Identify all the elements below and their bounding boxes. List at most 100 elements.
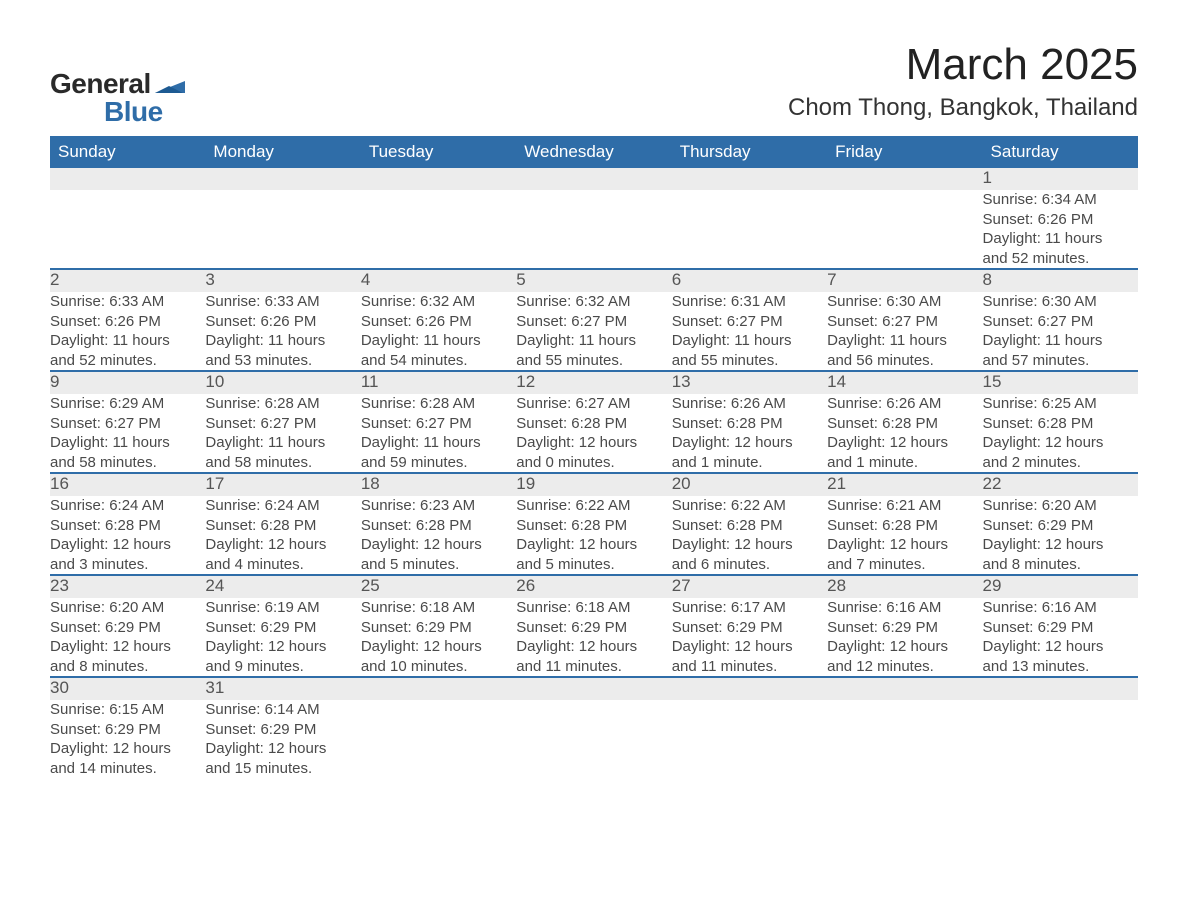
day-line: Daylight: 11 hours [205, 331, 360, 351]
weekday-header: Tuesday [361, 136, 516, 168]
day-line: Sunrise: 6:23 AM [361, 496, 516, 516]
day-line: Sunrise: 6:33 AM [50, 292, 205, 312]
day-number: 26 [516, 575, 671, 598]
day-number: 16 [50, 473, 205, 496]
day-line: and 54 minutes. [361, 351, 516, 371]
day-line: Daylight: 12 hours [205, 637, 360, 657]
day-content: Sunrise: 6:30 AMSunset: 6:27 PMDaylight:… [827, 292, 982, 371]
day-line: Sunset: 6:29 PM [50, 720, 205, 740]
day-number [983, 677, 1138, 700]
day-number: 12 [516, 371, 671, 394]
day-line: and 8 minutes. [983, 555, 1138, 575]
day-line: Daylight: 12 hours [50, 739, 205, 759]
day-line: Daylight: 12 hours [983, 433, 1138, 453]
day-number: 17 [205, 473, 360, 496]
day-line: Daylight: 11 hours [983, 331, 1138, 351]
day-number: 30 [50, 677, 205, 700]
day-line: Sunset: 6:27 PM [672, 312, 827, 332]
day-number: 28 [827, 575, 982, 598]
weekday-header: Sunday [50, 136, 205, 168]
day-line: Sunset: 6:28 PM [516, 516, 671, 536]
day-content: Sunrise: 6:22 AMSunset: 6:28 PMDaylight:… [672, 496, 827, 575]
day-number: 4 [361, 269, 516, 292]
day-number: 6 [672, 269, 827, 292]
day-number: 23 [50, 575, 205, 598]
day-number-row: 2345678 [50, 269, 1138, 292]
day-content-row: Sunrise: 6:15 AMSunset: 6:29 PMDaylight:… [50, 700, 1138, 778]
day-line: and 11 minutes. [672, 657, 827, 677]
day-number: 24 [205, 575, 360, 598]
day-number: 19 [516, 473, 671, 496]
day-content: Sunrise: 6:16 AMSunset: 6:29 PMDaylight:… [827, 598, 982, 677]
day-line: Sunset: 6:29 PM [983, 516, 1138, 536]
day-line: Sunrise: 6:14 AM [205, 700, 360, 720]
day-content [516, 190, 671, 269]
day-line: Sunset: 6:26 PM [50, 312, 205, 332]
day-line: and 52 minutes. [983, 249, 1138, 269]
weekday-header: Monday [205, 136, 360, 168]
day-line: Sunset: 6:28 PM [672, 516, 827, 536]
day-line: Sunset: 6:26 PM [205, 312, 360, 332]
location: Chom Thong, Bangkok, Thailand [788, 94, 1138, 122]
day-content: Sunrise: 6:28 AMSunset: 6:27 PMDaylight:… [361, 394, 516, 473]
day-number: 8 [983, 269, 1138, 292]
day-line: Daylight: 11 hours [361, 433, 516, 453]
day-line: Sunrise: 6:34 AM [983, 190, 1138, 210]
day-content: Sunrise: 6:34 AMSunset: 6:26 PMDaylight:… [983, 190, 1138, 269]
day-line: and 59 minutes. [361, 453, 516, 473]
day-line: Daylight: 11 hours [50, 331, 205, 351]
day-line: Sunset: 6:28 PM [827, 516, 982, 536]
day-line: Sunset: 6:29 PM [516, 618, 671, 638]
day-number [361, 168, 516, 190]
day-number [672, 677, 827, 700]
day-content: Sunrise: 6:19 AMSunset: 6:29 PMDaylight:… [205, 598, 360, 677]
day-line: and 7 minutes. [827, 555, 982, 575]
day-line: Sunset: 6:28 PM [827, 414, 982, 434]
day-line: and 11 minutes. [516, 657, 671, 677]
day-content: Sunrise: 6:22 AMSunset: 6:28 PMDaylight:… [516, 496, 671, 575]
day-number [516, 677, 671, 700]
day-content: Sunrise: 6:24 AMSunset: 6:28 PMDaylight:… [50, 496, 205, 575]
day-line: and 14 minutes. [50, 759, 205, 779]
day-number: 9 [50, 371, 205, 394]
flag-icon [155, 70, 185, 98]
day-number [672, 168, 827, 190]
day-number: 15 [983, 371, 1138, 394]
day-line: Sunset: 6:29 PM [50, 618, 205, 638]
day-line: Sunrise: 6:33 AM [205, 292, 360, 312]
day-line: Sunrise: 6:30 AM [827, 292, 982, 312]
day-line: and 5 minutes. [516, 555, 671, 575]
day-line: Daylight: 12 hours [516, 535, 671, 555]
day-content [50, 190, 205, 269]
day-content [361, 700, 516, 778]
day-line: and 1 minute. [672, 453, 827, 473]
day-line: Sunrise: 6:18 AM [516, 598, 671, 618]
day-number [205, 168, 360, 190]
day-line: Daylight: 12 hours [672, 433, 827, 453]
day-number: 14 [827, 371, 982, 394]
day-line: Sunrise: 6:26 AM [827, 394, 982, 414]
day-line: Sunset: 6:26 PM [983, 210, 1138, 230]
day-line: and 58 minutes. [50, 453, 205, 473]
day-number-row: 3031 [50, 677, 1138, 700]
day-line: and 12 minutes. [827, 657, 982, 677]
day-number [827, 168, 982, 190]
day-line: Sunrise: 6:17 AM [672, 598, 827, 618]
day-line: Sunset: 6:29 PM [205, 720, 360, 740]
day-content: Sunrise: 6:27 AMSunset: 6:28 PMDaylight:… [516, 394, 671, 473]
day-line: Daylight: 12 hours [361, 637, 516, 657]
day-line: Sunrise: 6:28 AM [205, 394, 360, 414]
day-line: Daylight: 12 hours [516, 637, 671, 657]
day-line: Sunset: 6:28 PM [983, 414, 1138, 434]
day-content: Sunrise: 6:33 AMSunset: 6:26 PMDaylight:… [205, 292, 360, 371]
day-line: Sunrise: 6:20 AM [983, 496, 1138, 516]
day-line: and 53 minutes. [205, 351, 360, 371]
day-line: Sunset: 6:27 PM [361, 414, 516, 434]
day-content [827, 190, 982, 269]
day-content-row: Sunrise: 6:34 AMSunset: 6:26 PMDaylight:… [50, 190, 1138, 269]
day-line: Daylight: 11 hours [205, 433, 360, 453]
day-number: 2 [50, 269, 205, 292]
day-line: Daylight: 12 hours [361, 535, 516, 555]
day-line: Sunrise: 6:16 AM [827, 598, 982, 618]
day-content: Sunrise: 6:15 AMSunset: 6:29 PMDaylight:… [50, 700, 205, 778]
